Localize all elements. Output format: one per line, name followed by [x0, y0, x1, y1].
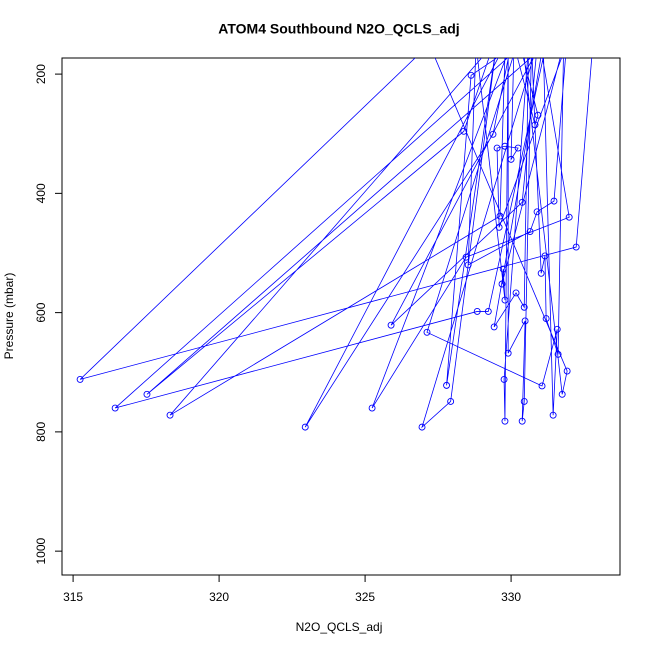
data-point	[554, 350, 562, 358]
data-point	[563, 367, 571, 375]
data-point	[549, 411, 557, 419]
chart-title: ATOM4 Southbound N2O_QCLS_adj	[218, 21, 459, 37]
data-point	[514, 144, 522, 152]
data-point	[553, 325, 561, 333]
data-point	[76, 375, 84, 383]
data-point	[447, 398, 455, 405]
data-point	[542, 315, 550, 323]
data-point	[550, 197, 558, 205]
data-point	[301, 423, 309, 431]
data-point	[443, 381, 451, 389]
plot-area	[76, 58, 593, 431]
data-point	[538, 382, 546, 390]
data-point	[504, 349, 512, 357]
data-point	[490, 323, 498, 331]
data-point	[500, 375, 508, 383]
x-tick-label: 330	[501, 590, 521, 604]
data-point	[498, 280, 506, 288]
data-point	[499, 265, 507, 273]
y-tick-label: 600	[34, 302, 48, 322]
data-point	[387, 321, 395, 329]
x-tick-label: 325	[355, 590, 375, 604]
data-point	[464, 261, 472, 269]
data-point	[534, 111, 542, 119]
data-point	[512, 289, 520, 297]
data-point	[166, 411, 174, 419]
data-point	[495, 223, 503, 231]
y-axis-label: Pressure (mbar)	[2, 273, 16, 360]
x-tick-label: 320	[209, 590, 229, 604]
data-line	[79, 58, 593, 429]
data-point	[484, 307, 492, 315]
data-point	[418, 423, 426, 431]
data-point	[520, 398, 528, 405]
data-point	[521, 317, 529, 325]
data-point	[541, 252, 549, 260]
data-point	[572, 243, 580, 251]
y-tick-label: 800	[34, 422, 48, 442]
y-tick-label: 1000	[34, 537, 48, 564]
x-axis-label: N2O_QCLS_adj	[296, 620, 383, 634]
data-point	[467, 71, 475, 79]
data-point	[533, 208, 541, 216]
data-point	[531, 121, 539, 129]
data-point	[501, 142, 509, 150]
data-point	[493, 144, 501, 152]
data-point	[111, 404, 119, 412]
y-tick-label: 200	[34, 64, 48, 84]
x-tick-label: 315	[63, 590, 83, 604]
data-point	[537, 269, 545, 277]
data-point	[526, 228, 534, 235]
data-point	[460, 127, 468, 135]
data-point	[518, 198, 526, 206]
data-point	[368, 404, 376, 412]
data-point	[501, 417, 509, 425]
data-point	[462, 253, 470, 261]
data-point	[565, 213, 573, 221]
data-point	[558, 390, 566, 398]
data-point	[507, 155, 515, 163]
y-tick-label: 400	[34, 183, 48, 203]
data-point	[423, 328, 431, 336]
data-point	[518, 417, 526, 425]
data-point	[520, 303, 528, 311]
data-point	[143, 390, 151, 398]
data-point	[489, 130, 497, 138]
data-point	[501, 296, 509, 304]
data-point	[473, 307, 481, 315]
data-point	[496, 212, 504, 220]
